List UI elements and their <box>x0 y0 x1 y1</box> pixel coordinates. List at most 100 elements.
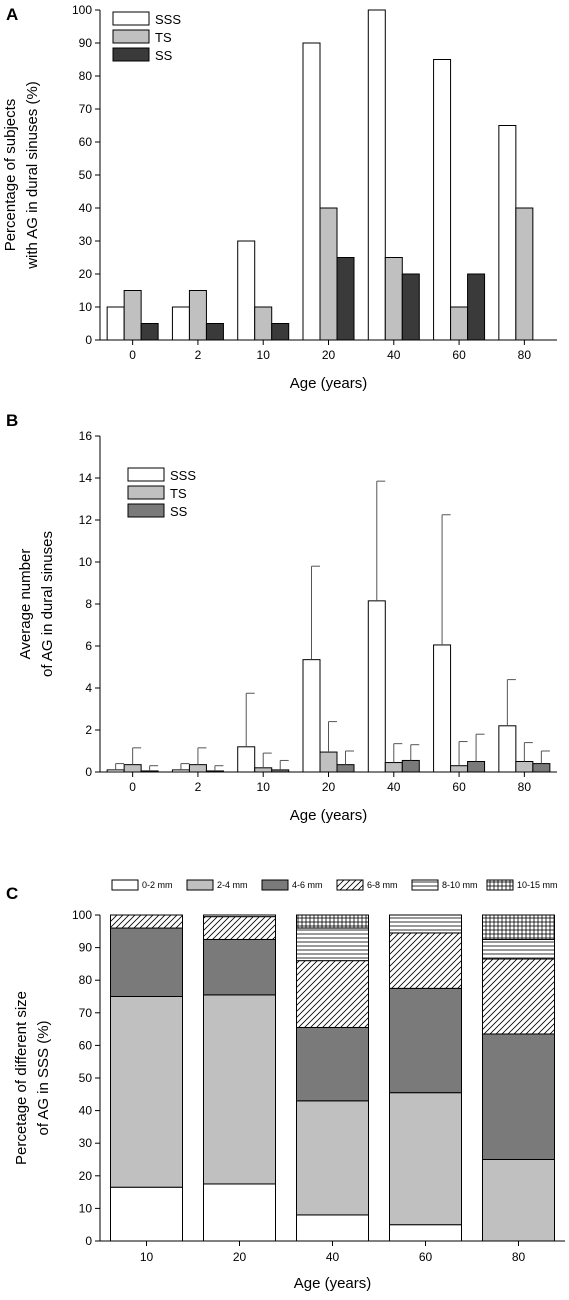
bar-ss <box>205 323 224 341</box>
x-tick-label: 40 <box>326 1250 340 1264</box>
y-tick-label: 50 <box>79 168 93 182</box>
bar-sss <box>367 9 386 341</box>
x-tick-label: 10 <box>140 1250 154 1264</box>
bar-ss <box>336 257 355 341</box>
y-tick-label: 30 <box>79 234 93 248</box>
stack-segment-6-8mm <box>203 916 276 940</box>
bar-ts <box>123 764 142 773</box>
y-tick-label: 60 <box>79 1038 93 1052</box>
bar-ss <box>532 763 551 773</box>
x-tick-label: 0 <box>129 780 136 794</box>
stack-segment-2-4mm <box>389 1092 462 1226</box>
bar-ss <box>467 273 486 341</box>
y-tick-label: 16 <box>79 429 93 443</box>
stack-segment-8-10mm <box>203 914 276 918</box>
stack-segment-2-4mm <box>110 996 183 1188</box>
y-tick-label: 6 <box>85 639 92 653</box>
panel-b-chart: 0 2 4 6 8 10 12 14 16 0 2 10 20 40 60 80 Age (years) Aver… <box>17 429 557 824</box>
stack-segment-6-8mm <box>296 960 369 1028</box>
bar-ts <box>123 290 142 341</box>
y-axis-label: of AG in SSS (%) <box>35 1020 52 1135</box>
bar-sss <box>433 644 452 773</box>
bar-sss <box>498 125 517 341</box>
stack-segment-4-6mm <box>110 927 183 997</box>
bar-sss <box>302 42 321 341</box>
stack-segment-2-4mm <box>482 1159 555 1242</box>
stack-segment-6-8mm <box>389 932 462 989</box>
y-tick-label: 8 <box>85 597 92 611</box>
y-tick-label: 90 <box>79 941 93 955</box>
legend-label: TS <box>155 30 172 45</box>
bar-ts <box>319 207 338 341</box>
y-tick-label: 30 <box>79 1136 93 1150</box>
x-tick-label: 2 <box>195 780 202 794</box>
y-tick-label: 20 <box>79 1169 93 1183</box>
stack-segment-8-10mm <box>389 914 462 934</box>
bar-sss <box>433 59 452 341</box>
y-tick-label: 80 <box>79 973 93 987</box>
bar-ts <box>450 765 469 773</box>
x-tick-label: 20 <box>233 1250 247 1264</box>
legend-swatch <box>486 879 514 891</box>
legend-swatch <box>186 879 214 891</box>
x-tick-label: 10 <box>257 348 271 362</box>
panel-letter-a: A <box>6 5 18 24</box>
legend-label: SS <box>170 504 188 519</box>
legend-label: 6-8 mm <box>367 880 398 890</box>
stack-segment-2-4mm <box>203 994 276 1185</box>
y-tick-label: 40 <box>79 1104 93 1118</box>
stack-segment-10-15mm <box>296 914 369 929</box>
bar-sss <box>367 600 386 773</box>
bar-ss <box>336 764 355 773</box>
x-tick-label: 60 <box>452 348 466 362</box>
y-tick-label: 20 <box>79 267 93 281</box>
legend-swatch-ts <box>127 485 165 500</box>
legend-label: SSS <box>155 12 181 27</box>
bar-sss <box>237 240 256 341</box>
y-axis-label: of AG in dural sinuses <box>39 531 56 677</box>
bar-ts <box>450 306 469 341</box>
y-axis-label: Percetage of different size <box>13 991 30 1165</box>
x-tick-label: 60 <box>419 1250 433 1264</box>
x-axis-label: Age (years) <box>294 1275 372 1292</box>
x-tick-label: 80 <box>518 780 532 794</box>
stack-segment-10-15mm <box>482 914 555 940</box>
y-tick-label: 10 <box>79 555 93 569</box>
bar-ts <box>188 764 207 773</box>
stack-segment-6-8mm <box>482 958 555 1035</box>
stack-segment-6-8mm <box>110 914 183 929</box>
y-axis-label: Percentage of subjects <box>2 99 19 252</box>
x-tick-label: 80 <box>518 348 532 362</box>
panel-letter-c: C <box>6 884 18 903</box>
x-tick-label: 10 <box>257 780 271 794</box>
bar-ts <box>188 290 207 341</box>
panel-a-chart: 0 10 20 30 40 50 60 70 80 90 100 0 2 10 20 40 60 80 Age (y… <box>2 3 557 392</box>
stack-segment-4-6mm <box>482 1033 555 1160</box>
legend-label: 0-2 mm <box>142 880 173 890</box>
stack-segment-2-4mm <box>296 1100 369 1216</box>
bar-ts <box>254 767 273 773</box>
panel-letter-b: B <box>6 411 18 430</box>
y-tick-label: 4 <box>85 681 92 695</box>
x-axis-label: Age (years) <box>290 807 368 824</box>
y-tick-label: 0 <box>85 1234 92 1248</box>
bar-sss <box>171 306 190 341</box>
bar-ss <box>140 770 159 773</box>
bar-ts <box>515 207 534 341</box>
bar-ts <box>319 751 338 773</box>
x-tick-label: 20 <box>322 348 336 362</box>
x-tick-label: 40 <box>387 780 401 794</box>
legend-label: 10-15 mm <box>517 880 558 890</box>
bar-sss <box>498 725 517 773</box>
y-axis-label: with AG in dural sinuses (%) <box>24 81 41 270</box>
bar-sss <box>302 659 321 773</box>
legend-swatch <box>261 879 289 891</box>
panel-c-chart: 0 10 20 30 40 50 60 70 80 90 100 10 20 40 60 80 Age (yea… <box>13 879 565 1292</box>
y-axis-label: Average number <box>17 549 34 660</box>
y-tick-label: 10 <box>79 300 93 314</box>
y-tick-label: 12 <box>79 513 93 527</box>
bar-ss <box>271 323 290 341</box>
bar-ss <box>205 770 224 773</box>
y-tick-label: 100 <box>72 3 92 17</box>
bar-sss <box>171 769 190 773</box>
